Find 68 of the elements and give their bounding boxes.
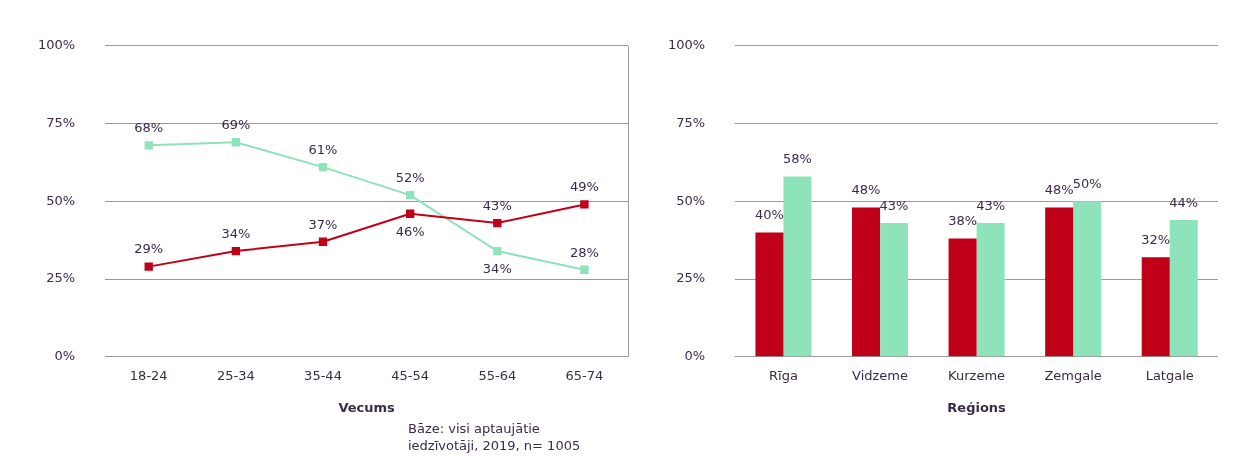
x-tick-label: 45-54 xyxy=(391,367,430,383)
y-tick-label: 100% xyxy=(37,37,76,53)
data-label: 69% xyxy=(221,117,251,133)
y-tick-label: 0% xyxy=(684,348,706,364)
point xyxy=(405,190,415,200)
y-tick-label: 25% xyxy=(46,270,76,286)
bar xyxy=(948,238,977,357)
bar xyxy=(783,176,812,357)
y-tick-label: 0% xyxy=(54,348,76,364)
point xyxy=(405,209,415,218)
data-label: 40% xyxy=(754,207,784,223)
data-label: 52% xyxy=(395,169,425,185)
text: Bāze: visi aptaujātie iedzīvotāji, 2019, n= 1005 xyxy=(408,420,582,454)
data-label: 29% xyxy=(134,241,164,257)
x-tick-label: Rīga xyxy=(769,367,798,383)
data-label: 43% xyxy=(879,197,909,213)
data-label: 28% xyxy=(569,244,599,260)
bar xyxy=(976,223,1005,357)
x-tick-label: 55-64 xyxy=(478,367,517,383)
data-label: 44% xyxy=(1169,194,1199,210)
data-label: 50% xyxy=(1072,176,1102,192)
bar xyxy=(1045,207,1074,357)
point xyxy=(580,200,589,209)
data-label: 34% xyxy=(221,225,251,241)
x-tick-label: 18-24 xyxy=(129,367,168,383)
point xyxy=(493,246,502,256)
data-label: 34% xyxy=(482,260,512,276)
point xyxy=(318,237,328,246)
point xyxy=(144,262,153,271)
point xyxy=(580,265,589,274)
x-tick-label: 35-44 xyxy=(304,367,342,383)
data-label: 48% xyxy=(851,182,881,198)
data-label: 46% xyxy=(395,223,425,239)
y-tick-label: 25% xyxy=(676,270,706,286)
x-tick-label: Kurzeme xyxy=(948,367,1006,383)
y-tick-label: 75% xyxy=(676,114,706,130)
y-tick-label: 50% xyxy=(46,192,76,208)
bar xyxy=(1169,219,1198,357)
point xyxy=(493,218,502,228)
bar xyxy=(1141,257,1170,357)
point xyxy=(144,141,153,150)
data-label: 43% xyxy=(482,197,512,213)
x-tick-label: Vidzeme xyxy=(852,367,908,383)
point xyxy=(231,246,241,256)
data-label: 43% xyxy=(976,197,1006,213)
bar xyxy=(1073,201,1102,357)
x-axis-title: Vecums xyxy=(338,399,396,415)
data-label: 61% xyxy=(308,141,338,157)
y-tick-label: 100% xyxy=(667,37,706,53)
x-tick-label: 25-34 xyxy=(216,367,255,383)
y-tick-label: 75% xyxy=(46,114,76,130)
x-tick-label: 65-74 xyxy=(565,367,604,383)
bar xyxy=(755,232,784,357)
x-tick-label: Zemgale xyxy=(1044,367,1102,383)
x-axis-title: Reģions xyxy=(947,399,1007,415)
data-label: 68% xyxy=(134,120,164,136)
point xyxy=(231,138,241,147)
data-label: 58% xyxy=(783,151,812,167)
data-label: 48% xyxy=(1044,182,1074,198)
data-label: 49% xyxy=(569,179,599,195)
x-tick-label: Latgale xyxy=(1145,367,1194,383)
bar xyxy=(880,223,909,357)
y-tick-label: 50% xyxy=(676,192,706,208)
data-label: 38% xyxy=(948,213,978,229)
bar xyxy=(852,207,881,357)
point xyxy=(318,162,328,172)
data-label: 37% xyxy=(308,216,338,232)
data-label: 32% xyxy=(1141,232,1171,248)
